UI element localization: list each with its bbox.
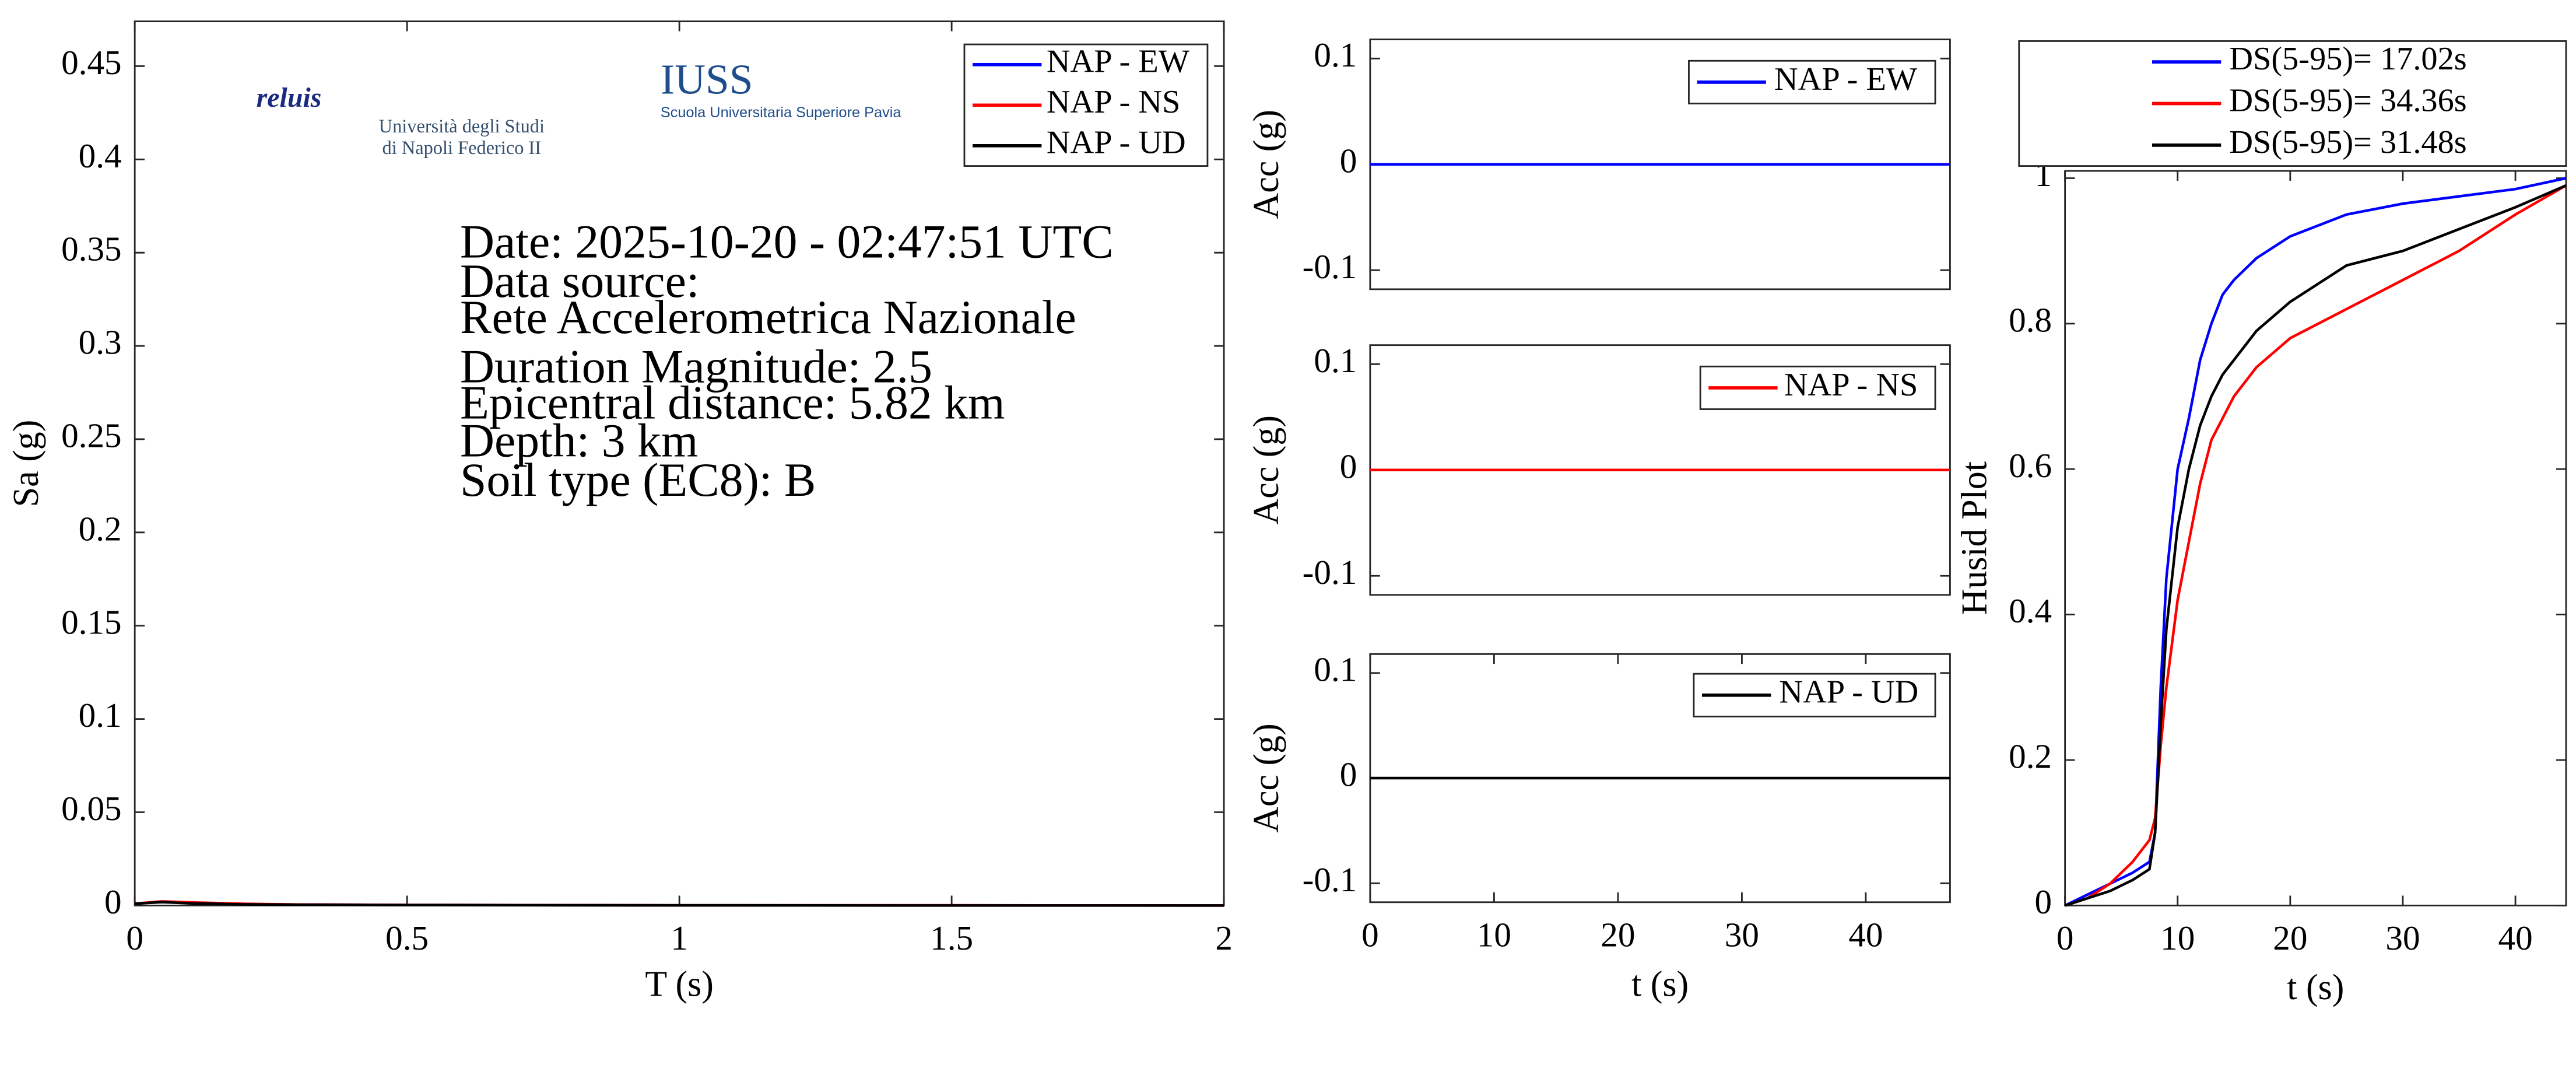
legend-label: NAP - NS — [1047, 84, 1181, 120]
series-line — [2064, 177, 2567, 907]
y-axis-label: Acc (g) — [1247, 415, 1286, 525]
legend-label: NAP - UD — [1779, 674, 1918, 710]
y-tick-label: 0 — [1340, 447, 1357, 485]
y-tick-label: 0.1 — [1314, 341, 1357, 380]
legend-box — [1699, 365, 1936, 410]
y-axis-label: Acc (g) — [1247, 723, 1286, 833]
y-tick-label: 0.1 — [79, 696, 122, 734]
x-tick-label: 1.5 — [930, 919, 973, 957]
annotation: Epicentral distance: 5.82 km — [460, 376, 1005, 429]
y-tick-label: 0 — [1340, 755, 1357, 794]
y-tick-label: 0.1 — [1314, 650, 1357, 688]
y-tick-label: 0.6 — [2009, 446, 2052, 485]
x-tick-label: 0 — [2056, 919, 2074, 957]
legend-label: NAP - EW — [1047, 44, 1190, 80]
chart: -0.1 0 0.1 Acc (g) NAP - EW — [1247, 36, 1951, 290]
y-tick-label: 0.25 — [61, 416, 122, 455]
series-line — [2064, 184, 2567, 907]
y-tick-label: -0.1 — [1303, 553, 1357, 591]
y-tick-label: 0.2 — [79, 509, 122, 548]
y-tick-label: 0 — [1340, 141, 1357, 180]
y-tick-label: 0.3 — [79, 323, 122, 362]
legend-label: NAP - EW — [1774, 61, 1918, 97]
y-axis-label: Husid Plot — [1955, 461, 1995, 615]
x-tick-label: 30 — [2385, 919, 2420, 957]
x-tick-label: 2 — [1215, 919, 1233, 957]
logo-text: Scuola Universitaria Superiore Pavia — [661, 104, 902, 121]
y-tick-label: 0.45 — [61, 43, 122, 82]
chart: -0.1 0 0.1 Acc (g) NAP - NS — [1247, 341, 1951, 596]
annotation: Duration Magnitude: 2.5 — [460, 339, 932, 393]
y-axis-label: Acc (g) — [1247, 110, 1286, 219]
logo-text: reluis — [257, 82, 322, 113]
x-tick-label: 20 — [1601, 915, 1635, 954]
x-axis-label: T (s) — [645, 964, 714, 1004]
x-tick-label: 20 — [2273, 919, 2307, 957]
logo-text: Università degli Studi — [379, 116, 545, 137]
y-tick-label: 0.35 — [61, 230, 122, 268]
x-tick-label: 0.5 — [385, 919, 429, 957]
legend-label: DS(5-95)= 31.48s — [2229, 124, 2466, 160]
y-tick-label: 0.2 — [2009, 737, 2052, 776]
x-tick-label: 30 — [1725, 915, 1759, 954]
x-axis-label: t (s) — [2287, 968, 2344, 1007]
y-tick-label: 0 — [2035, 883, 2052, 921]
legend-box — [2018, 40, 2567, 167]
y-tick-label: -0.1 — [1303, 247, 1357, 286]
x-tick-label: 0 — [1361, 915, 1379, 954]
y-tick-label: 0.05 — [61, 789, 122, 828]
plot-area — [2064, 170, 2567, 906]
x-axis-label: t (s) — [1631, 964, 1689, 1004]
y-tick-label: 0.1 — [1314, 36, 1357, 74]
annotation: Depth: 3 km — [460, 414, 698, 467]
legend-label: NAP - NS — [1784, 367, 1918, 403]
y-tick-label: 0 — [104, 883, 122, 921]
chart: 00.20.40.60.810 10 20 30 40t (s)Husid PlotDS… — [1955, 40, 2567, 1007]
chart: -0.100.10 10 20 30 40t (s)Acc (g)NAP - UD — [1247, 650, 1951, 1004]
x-tick-label: 40 — [1848, 915, 1883, 954]
x-tick-label: 0 — [126, 919, 143, 957]
series-line — [135, 901, 1224, 907]
logo-text: di Napoli Federico II — [382, 138, 542, 159]
y-tick-label: 0.15 — [61, 603, 122, 641]
y-tick-label: 0.4 — [2009, 591, 2052, 630]
plot-area — [134, 20, 1225, 906]
annotation: Date: 2025-10-20 - 02:47:51 UTC — [460, 215, 1114, 268]
chart: 0 0.05 0.1 0.15 0.2 0.25 0.3 0.35 0.4 0.45 0 0.5 1 1.… — [6, 20, 1233, 1004]
annotation: Data source: — [460, 254, 700, 307]
logo-text: IUSS — [661, 56, 753, 103]
legend-label: DS(5-95)= 34.36s — [2229, 82, 2466, 118]
y-axis-label: Sa (g) — [6, 420, 46, 507]
series-line — [2064, 184, 2567, 907]
y-tick-label: 0.4 — [79, 136, 122, 175]
legend-label: NAP - UD — [1047, 125, 1186, 161]
legend-label: DS(5-95)= 17.02s — [2229, 41, 2466, 77]
annotation: Rete Accelerometrica Nazionale — [460, 290, 1076, 344]
y-tick-label: -0.1 — [1303, 860, 1357, 899]
y-tick-label: 0.8 — [2009, 300, 2052, 339]
x-tick-label: 10 — [2160, 919, 2195, 957]
x-tick-label: 1 — [671, 919, 688, 957]
x-tick-label: 40 — [2498, 919, 2532, 957]
x-tick-label: 10 — [1477, 915, 1511, 954]
annotation: Soil type (EC8): B — [460, 453, 816, 506]
